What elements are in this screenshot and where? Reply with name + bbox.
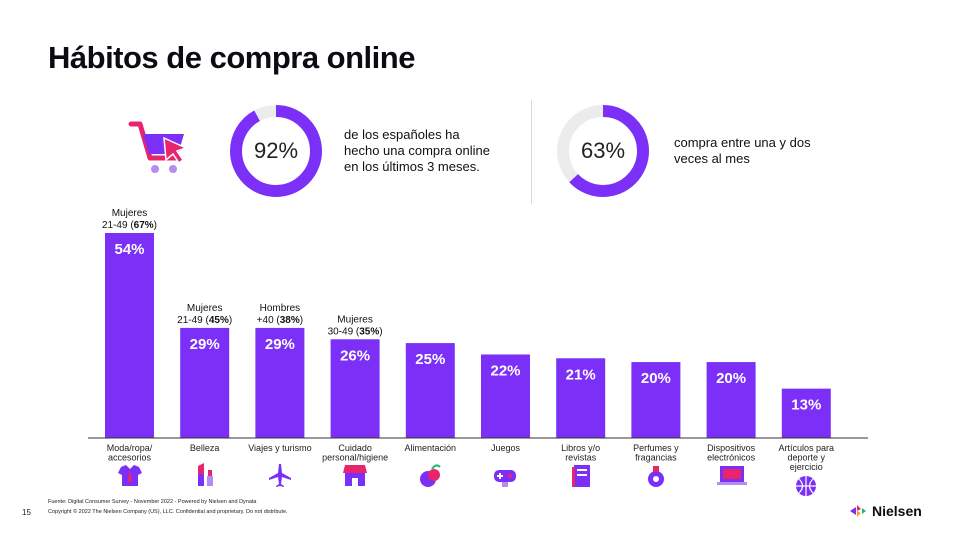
segment-annotation: Hombres (260, 303, 301, 314)
store-icon (343, 465, 367, 486)
category-label: electrónicos (707, 453, 756, 463)
nielsen-logo: Nielsen (848, 503, 922, 519)
bar (781, 388, 831, 438)
perfume-icon (648, 466, 664, 487)
footer-copyright: Copyright © 2022 The Nielsen Company (US… (48, 509, 288, 515)
segment-annotation: 21-49 (67%) (102, 220, 157, 231)
bar (105, 233, 154, 438)
donut-arc (557, 105, 649, 197)
category-label: revistas (565, 453, 597, 463)
bar-value-label: 29% (190, 336, 220, 353)
bar-value-label: 26% (340, 347, 370, 364)
bar (631, 362, 681, 438)
category-label: Artículos para (779, 443, 835, 453)
divider (531, 100, 532, 204)
category-label: Viajes y turismo (248, 443, 311, 453)
segment-annotation: 21-49 (45%) (177, 315, 232, 326)
bar (556, 358, 606, 438)
bar (481, 354, 530, 438)
shirt-icon (118, 465, 142, 486)
stat-percent: 63% (580, 138, 626, 163)
shopping-cart-icon (128, 121, 189, 173)
category-label: deporte y (788, 453, 826, 463)
category-label: Moda/ropa/ (107, 443, 153, 453)
category-label: ejercicio (790, 462, 823, 472)
bar-value-label: 22% (490, 362, 520, 379)
airplane-icon (269, 464, 291, 487)
footer-source: Fuente: Digital Consumer Survey - Novemb… (48, 499, 257, 505)
donut-arc (230, 105, 322, 197)
bar-value-label: 21% (566, 366, 596, 383)
bar-value-label: 25% (415, 351, 445, 368)
bar-value-label: 20% (641, 370, 671, 387)
book-icon (572, 465, 590, 487)
stat-description: compra entre una y dos veces al mes (674, 135, 811, 166)
segment-annotation: Mujeres (337, 314, 373, 325)
fruit-icon (420, 464, 441, 487)
segment-annotation: +40 (38%) (257, 315, 303, 326)
bar-value-label: 20% (716, 370, 746, 387)
gamepad-icon (494, 470, 516, 487)
bar (330, 339, 380, 438)
donut-chart (230, 105, 322, 197)
basketball-icon (796, 476, 816, 496)
category-label: Perfumes y (633, 443, 679, 453)
bar-value-label: 54% (114, 241, 144, 258)
bar-value-label: 29% (265, 336, 295, 353)
category-label: Cuidado (338, 443, 372, 453)
segment-annotation: Mujeres (187, 303, 223, 314)
page-number: 15 (22, 508, 31, 517)
logo-text: Nielsen (872, 503, 922, 519)
category-label: fragancias (635, 453, 677, 463)
stat-description: de los españoles ha hecho una compra onl… (344, 127, 490, 174)
category-label: Belleza (190, 443, 220, 453)
category-label: Juegos (491, 443, 521, 453)
category-label: personal/higiene (322, 453, 388, 463)
segment-annotation: Mujeres (112, 208, 148, 219)
category-label: Dispositivos (707, 443, 756, 453)
laptop-icon (717, 466, 747, 485)
segment-annotation: 30-49 (35%) (328, 326, 383, 337)
bar (180, 327, 230, 438)
category-label: accesorios (108, 453, 152, 463)
bar (405, 343, 455, 438)
nielsen-logo-icon (850, 505, 866, 517)
category-label: Libros y/o (561, 443, 600, 453)
stat-percent: 92% (253, 138, 299, 163)
donut-chart (557, 105, 649, 197)
lipstick-icon (198, 463, 213, 486)
category-label: Alimentación (405, 443, 457, 453)
page-title: Hábitos de compra online (48, 40, 415, 75)
bar (706, 362, 756, 438)
bar-value-label: 13% (791, 397, 821, 414)
bar (255, 327, 305, 438)
